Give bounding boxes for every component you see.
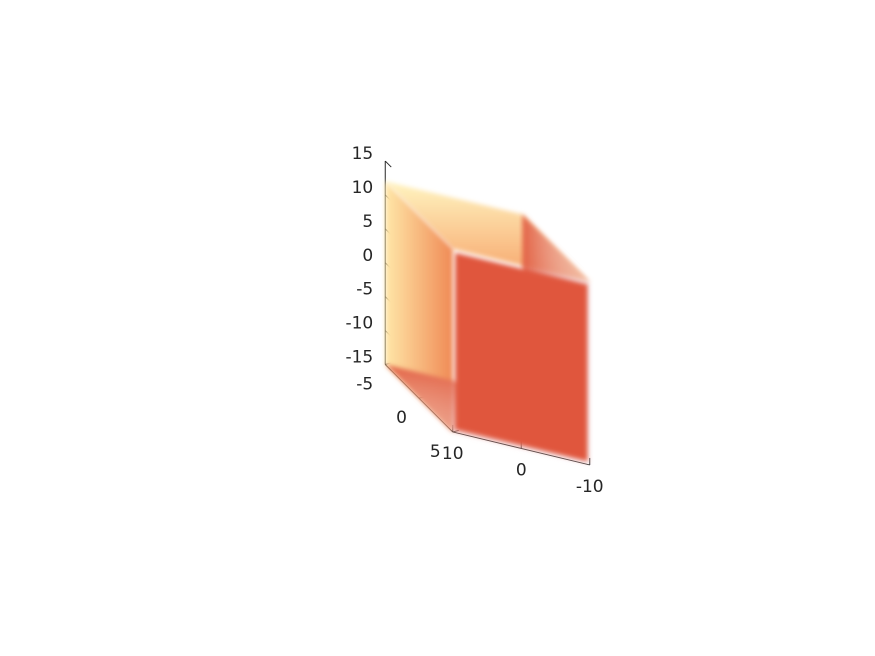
z-tick-label: 5 xyxy=(362,212,373,232)
z-tick-mark xyxy=(384,160,392,168)
z-tick-mark xyxy=(384,364,392,371)
z-tick-label: 15 xyxy=(352,144,374,164)
z-tick-label: 0 xyxy=(362,246,373,266)
z-tick-label: -10 xyxy=(345,314,373,334)
z-tick-label: -5 xyxy=(356,280,373,300)
y-tick-label: 0 xyxy=(396,408,407,428)
z-tick-label: -15 xyxy=(345,347,373,367)
z-tick-label: 10 xyxy=(352,178,374,198)
y-tick-label: 5 xyxy=(430,442,441,462)
x-tick-label: 10 xyxy=(442,444,464,464)
volume-front-face xyxy=(455,252,588,462)
volume-block xyxy=(385,181,590,465)
y-tick-label: -5 xyxy=(356,374,373,394)
x-tick-label: 0 xyxy=(516,460,527,480)
x-tick-label: -10 xyxy=(576,477,604,497)
